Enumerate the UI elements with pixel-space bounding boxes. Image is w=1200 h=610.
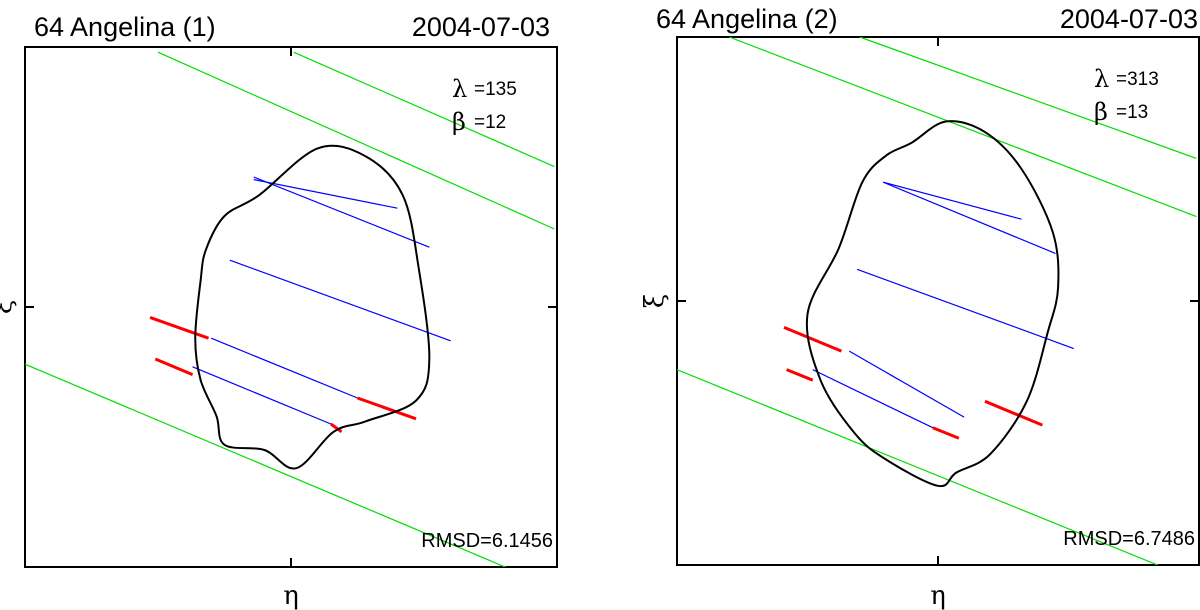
green-chord-3: [25, 363, 507, 567]
plot-area: [677, 37, 1197, 565]
chart-panel-2: 64 Angelina (2) 2004-07-03 λ =313 β =13 RMSD=6…: [640, 0, 1200, 610]
plot-area: [25, 51, 555, 567]
green-chord-2: [293, 51, 555, 168]
blue-chord-2: [253, 176, 430, 248]
red-chord-2: [356, 396, 417, 421]
chart-title-right: 2004-07-03: [412, 12, 550, 42]
lambda-value: =313: [1116, 69, 1159, 90]
green-chord-1: [728, 37, 1197, 218]
green-chord-1: [157, 51, 555, 230]
rmsd-label: RMSD=6.1456: [421, 530, 553, 552]
y-axis-label: ξ: [0, 300, 18, 314]
rmsd-label: RMSD=6.7486: [1063, 528, 1195, 550]
green-chord-2: [859, 37, 1197, 160]
plot-svg: 64 Angelina (2) 2004-07-03 λ =313 β =13 RMSD=6…: [640, 4, 1200, 610]
chart-title-left: 64 Angelina (1): [34, 12, 216, 42]
blue-chord-4: [210, 337, 358, 399]
blue-chord-5: [192, 366, 332, 425]
beta-value: =13: [1116, 102, 1148, 123]
plot-svg: 64 Angelina (1) 2004-07-03 λ =135 β =12 RMSD=6…: [0, 12, 558, 610]
red-chord-1: [149, 315, 210, 340]
red-chord-2: [984, 399, 1043, 427]
chart-panel-1: 64 Angelina (1) 2004-07-03 λ =135 β =12 RMSD=6…: [0, 0, 570, 610]
blue-chord-5: [812, 369, 934, 429]
green-chord-3: [677, 369, 1160, 565]
blue-chord-3: [229, 259, 451, 342]
blue-chord-1: [883, 181, 1022, 220]
lambda-symbol: λ: [452, 75, 467, 103]
lambda-value: =135: [474, 79, 517, 100]
y-axis-label: ξ: [640, 294, 670, 308]
beta-symbol: β: [452, 108, 466, 136]
chart-title-left: 64 Angelina (2): [656, 4, 838, 34]
asteroid-contour: [194, 144, 431, 470]
red-chord-3: [786, 368, 814, 382]
chart-title-right: 2004-07-03: [1060, 4, 1198, 34]
red-chord-3: [154, 357, 194, 376]
x-axis-label: η: [283, 581, 299, 610]
red-chord-4: [932, 426, 960, 440]
red-chord-1: [783, 326, 843, 353]
asteroid-contour: [805, 120, 1060, 488]
x-axis-label: η: [930, 581, 946, 610]
blue-chord-4: [848, 350, 965, 418]
blue-chord-2: [882, 181, 1056, 255]
blue-chord-3: [856, 268, 1074, 350]
beta-symbol: β: [1094, 98, 1108, 126]
red-chord-4: [330, 422, 343, 434]
lambda-symbol: λ: [1094, 65, 1109, 93]
blue-chord-1: [253, 179, 398, 209]
beta-value: =12: [474, 112, 506, 133]
